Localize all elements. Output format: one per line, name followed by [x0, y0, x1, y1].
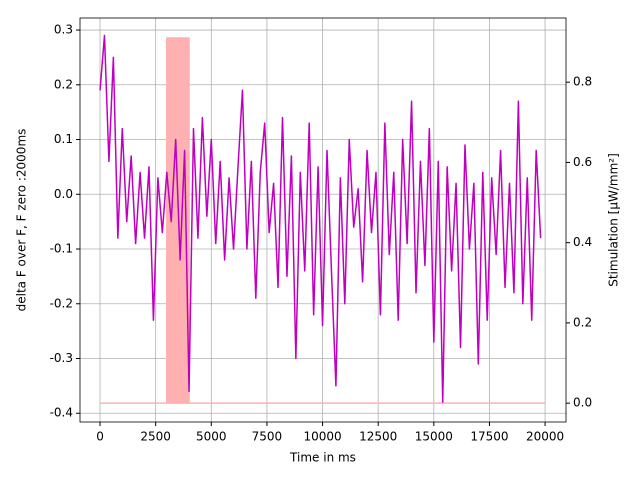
y-tick-label: -0.2: [50, 296, 73, 310]
y2-tick-label: 0.6: [573, 155, 592, 169]
x-tick-label: 10000: [303, 430, 341, 444]
y-tick-label: -0.3: [50, 351, 73, 365]
data-line: [99, 34, 542, 404]
y2-tick-label: 0.4: [573, 235, 592, 249]
y-tick-label: 0.0: [54, 187, 73, 201]
y2-tick-label: 0.0: [573, 396, 592, 410]
x-tick-label: 0: [96, 430, 104, 444]
stimulation-area: [99, 37, 546, 404]
x-tick-label: 17500: [470, 430, 508, 444]
y-tick-label: 0.1: [54, 132, 73, 146]
x-tick-label: 15000: [415, 430, 453, 444]
x-tick-label: 7500: [252, 430, 283, 444]
x-tick-label: 12500: [359, 430, 397, 444]
x-tick-label: 2500: [140, 430, 171, 444]
y2-tick-label: 0.2: [573, 315, 592, 329]
x-tick-label: 5000: [196, 430, 227, 444]
y-tick-label: 0.2: [54, 77, 73, 91]
y2-axis-label: Stimulation [μW/mm²]: [607, 153, 621, 287]
x-tick-label: 20000: [526, 430, 564, 444]
y2-tick-label: 0.8: [573, 75, 592, 89]
y-tick-label: -0.4: [50, 406, 73, 420]
plot-frame: [79, 17, 567, 423]
y-tick-label: -0.1: [50, 242, 73, 256]
x-axis-label: Time in ms: [289, 451, 356, 465]
y-axis-label: delta F over F, F zero :2000ms: [15, 129, 29, 312]
y-tick-label: 0.3: [54, 23, 73, 37]
